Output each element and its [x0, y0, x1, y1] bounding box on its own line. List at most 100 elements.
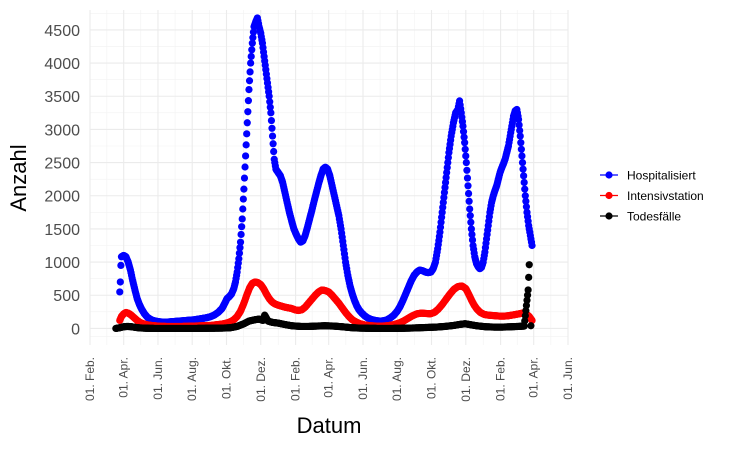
data-point [518, 152, 526, 160]
legend-key-marker [605, 212, 613, 220]
series-1 [116, 14, 536, 326]
data-point [241, 163, 249, 171]
data-point [116, 288, 124, 296]
data-point [237, 230, 245, 239]
data-point [467, 218, 475, 226]
y-tick-label: 4000 [44, 56, 80, 73]
data-point [270, 147, 278, 156]
data-point [235, 255, 243, 263]
legend: Hospitalisiert Intensivstation Todesfälle [600, 169, 704, 224]
legend-label: Todesfälle [627, 210, 681, 224]
data-point [465, 197, 473, 205]
data-point [463, 174, 472, 182]
data-point [268, 132, 277, 140]
data-point [268, 124, 276, 132]
data-point [462, 152, 470, 160]
y-tick-label: 2000 [44, 189, 80, 206]
data-point [515, 121, 523, 129]
data-point [245, 77, 254, 85]
minor-grid [90, 10, 568, 345]
data-point [467, 225, 475, 233]
y-axis-ticks: 0 500 1000 1500 2000 2500 3000 3500 4000 4500 [44, 23, 80, 339]
y-tick-label: 4500 [44, 23, 80, 40]
data-point [460, 133, 468, 141]
x-tick-label: 01. Jun. [151, 357, 165, 400]
data-point [247, 52, 255, 61]
data-point [522, 197, 530, 205]
x-tick-label: 01. Jun. [561, 357, 575, 400]
x-tick-label: 01. Feb. [83, 357, 97, 401]
data-point [246, 68, 254, 76]
data-point [267, 116, 276, 125]
data-point [236, 244, 244, 252]
data-point [522, 203, 531, 211]
data-point [242, 141, 250, 149]
data-point [468, 230, 476, 239]
x-tick-label: 01. Okt. [219, 357, 233, 399]
data-point [240, 185, 248, 193]
data-point [516, 132, 524, 140]
legend-item: Hospitalisiert [600, 169, 696, 183]
data-point [525, 273, 533, 281]
data-point [266, 98, 274, 106]
x-tick-label: 01. Apr. [527, 357, 541, 398]
data-point [243, 119, 251, 127]
data-point [514, 115, 523, 124]
x-tick-label: 01. Aug. [390, 357, 404, 401]
y-tick-label: 3500 [44, 89, 80, 106]
data-point [266, 103, 274, 111]
legend-item: Intensivstation [600, 189, 704, 203]
data-point [244, 108, 252, 116]
data-point [236, 238, 245, 246]
data-point [464, 182, 472, 190]
data-point [248, 46, 256, 54]
data-point [517, 139, 525, 147]
data-point [235, 249, 244, 257]
data-point [116, 278, 124, 286]
legend-key-marker [605, 171, 613, 179]
data-point [241, 152, 250, 160]
data-point [466, 212, 474, 220]
x-tick-label: 01. Dez. [459, 357, 473, 402]
data-point [527, 322, 535, 330]
data-point [464, 189, 473, 198]
data-point [269, 140, 277, 148]
y-tick-label: 500 [53, 288, 80, 305]
data-point [248, 39, 256, 47]
data-point [238, 223, 246, 231]
data-point [521, 185, 529, 193]
data-point [517, 145, 525, 153]
data-point [521, 192, 529, 200]
data-point [525, 261, 533, 269]
data-point [519, 165, 527, 173]
data-point [524, 286, 532, 294]
data-point [459, 122, 467, 130]
data-point [243, 130, 251, 138]
data-point [245, 86, 253, 94]
legend-label: Intensivstation [627, 189, 704, 203]
data-point [520, 178, 528, 187]
data-point [466, 205, 474, 213]
data-point [468, 236, 477, 244]
data-point [518, 158, 527, 167]
x-tick-label: 01. Feb. [289, 357, 303, 401]
legend-key-marker [605, 191, 613, 200]
data-point [459, 128, 468, 136]
data-point [238, 215, 246, 223]
x-tick-label: 01. Apr. [322, 357, 336, 398]
data-series [112, 14, 536, 333]
data-point [462, 158, 470, 167]
y-tick-label: 2500 [44, 156, 80, 173]
data-point [244, 97, 252, 105]
data-point [239, 205, 247, 213]
data-point [239, 195, 247, 203]
x-tick-label: 01. Feb. [494, 357, 508, 401]
y-tick-label: 0 [71, 321, 80, 338]
data-point [463, 166, 471, 174]
data-point [247, 59, 255, 67]
data-point [267, 109, 275, 117]
data-point [249, 28, 258, 36]
data-point [516, 126, 524, 135]
data-point [520, 172, 528, 180]
